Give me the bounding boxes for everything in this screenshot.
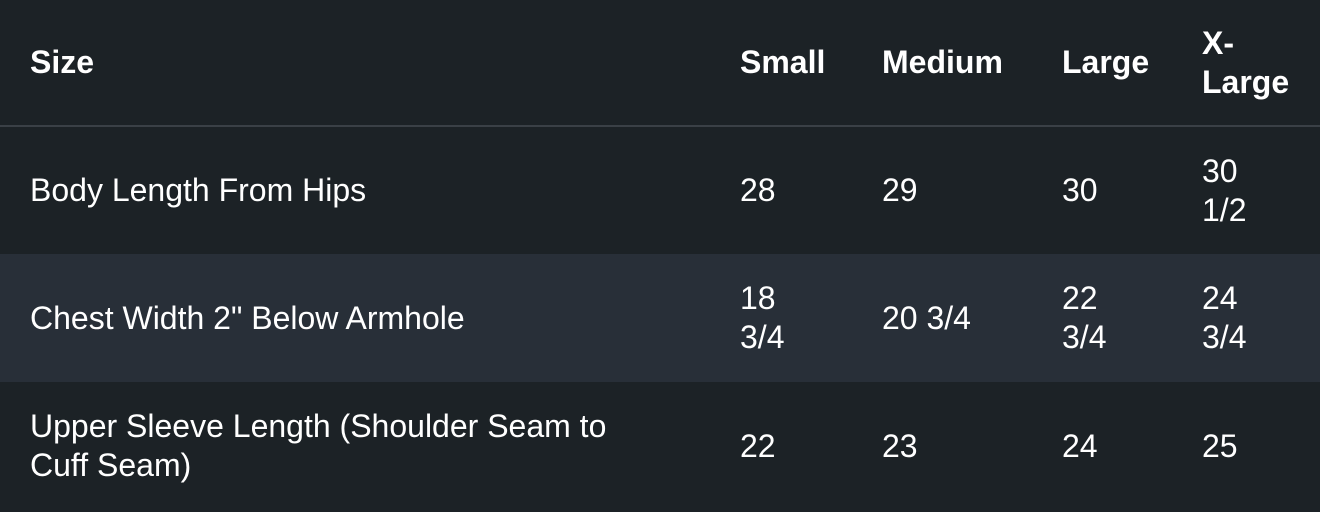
cell-value: 22 3/4: [1062, 280, 1107, 355]
column-header-xlarge: X- Large: [1202, 24, 1290, 100]
row-label: Chest Width 2" Below Armhole: [30, 299, 465, 336]
table-row-upper-sleeve-length: Upper Sleeve Length (Shoulder Seam to Cu…: [0, 382, 1320, 510]
cell-value: 23: [882, 427, 918, 464]
column-header-size: Size: [30, 44, 95, 80]
cell-value: 20 3/4: [882, 299, 971, 336]
cell-value: 28: [740, 172, 776, 208]
cell-value: 24 3/4: [1202, 280, 1247, 355]
column-header-large: Large: [1062, 44, 1150, 80]
cell-value: 24: [1062, 427, 1098, 464]
cell-value: 29: [882, 172, 918, 208]
column-header-medium: Medium: [882, 44, 1003, 80]
cell-value: 22: [740, 427, 776, 464]
column-header-small: Small: [740, 44, 826, 80]
cell-value: 30: [1062, 172, 1098, 208]
table-row-chest-width: Chest Width 2" Below Armhole 18 3/4 20 3…: [0, 254, 1320, 382]
row-label: Upper Sleeve Length (Shoulder Seam to Cu…: [30, 408, 607, 483]
cell-value: 25: [1202, 427, 1238, 464]
cell-value: 30 1/2: [1202, 152, 1247, 228]
cell-value: 18 3/4: [740, 280, 785, 355]
table-row-body-length: Body Length From Hips 28 29 30 30 1/2: [0, 126, 1320, 254]
row-label: Body Length From Hips: [30, 172, 367, 208]
header-row: Size Small Medium Large X- Large: [0, 0, 1320, 126]
